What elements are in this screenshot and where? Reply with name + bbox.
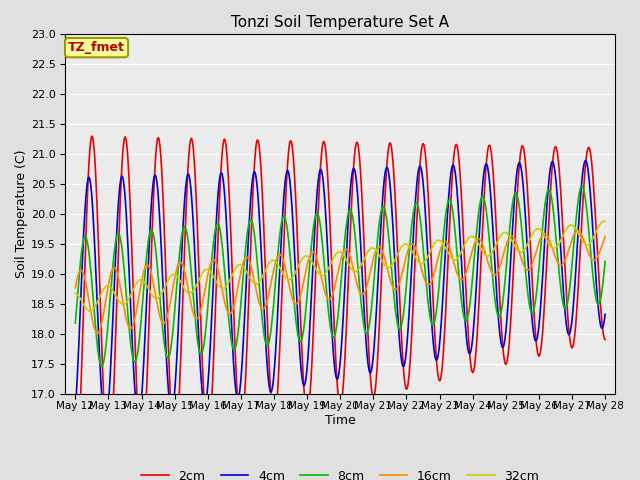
Line: 2cm: 2cm — [76, 136, 605, 471]
32cm — [72, 290, 79, 296]
2cm — [500, 352, 508, 358]
2cm — [125, 165, 132, 171]
16cm — [500, 251, 508, 256]
4cm — [102, 421, 109, 427]
4cm — [125, 254, 132, 260]
8cm — [239, 278, 246, 284]
32cm — [601, 218, 609, 224]
16cm — [594, 253, 602, 259]
32cm — [86, 308, 94, 314]
Legend: 2cm, 4cm, 8cm, 16cm, 32cm: 2cm, 4cm, 8cm, 16cm, 32cm — [136, 465, 545, 480]
4cm — [372, 315, 380, 321]
8cm — [72, 320, 79, 326]
2cm — [239, 419, 246, 425]
Line: 16cm: 16cm — [76, 231, 605, 334]
32cm — [500, 230, 508, 236]
4cm — [594, 301, 602, 307]
4cm — [530, 330, 538, 336]
8cm — [594, 301, 602, 307]
Line: 4cm: 4cm — [76, 160, 605, 424]
32cm — [239, 263, 246, 269]
2cm — [88, 133, 96, 139]
Line: 32cm: 32cm — [76, 221, 605, 311]
8cm — [578, 183, 586, 189]
8cm — [98, 363, 106, 369]
2cm — [530, 302, 538, 308]
16cm — [239, 261, 246, 267]
32cm — [125, 297, 132, 302]
Title: Tonzi Soil Temperature Set A: Tonzi Soil Temperature Set A — [231, 15, 449, 30]
32cm — [530, 229, 538, 235]
32cm — [600, 218, 608, 224]
2cm — [594, 256, 602, 262]
32cm — [372, 247, 380, 253]
4cm — [601, 312, 609, 317]
8cm — [530, 308, 538, 313]
4cm — [582, 157, 589, 163]
2cm — [601, 337, 609, 343]
2cm — [372, 380, 380, 385]
4cm — [500, 343, 508, 349]
16cm — [601, 234, 609, 240]
16cm — [93, 331, 101, 336]
16cm — [372, 248, 380, 253]
Y-axis label: Soil Temperature (C): Soil Temperature (C) — [15, 150, 28, 278]
Text: TZ_fmet: TZ_fmet — [68, 41, 125, 54]
2cm — [72, 468, 79, 474]
X-axis label: Time: Time — [325, 414, 356, 427]
8cm — [125, 318, 132, 324]
16cm — [530, 257, 538, 263]
8cm — [601, 259, 609, 264]
32cm — [594, 226, 602, 231]
8cm — [372, 254, 380, 260]
4cm — [239, 349, 246, 355]
4cm — [72, 407, 79, 412]
16cm — [574, 228, 582, 234]
16cm — [125, 324, 132, 329]
Line: 8cm: 8cm — [76, 186, 605, 366]
8cm — [500, 292, 508, 298]
16cm — [72, 285, 79, 291]
